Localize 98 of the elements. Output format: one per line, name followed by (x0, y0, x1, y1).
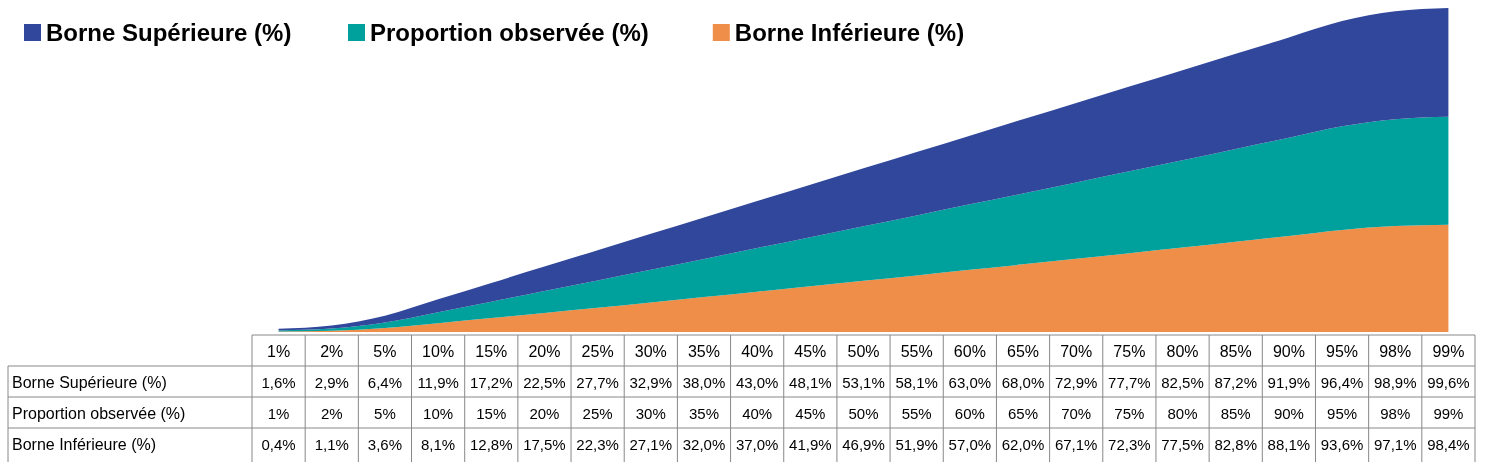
text: Borne Inférieure (%) (12, 435, 157, 453)
data-label: 8,1% (421, 435, 456, 453)
x-tick-label: 10% (422, 342, 455, 360)
data-label: 98% (1380, 404, 1411, 422)
x-tick-label: 90% (1272, 342, 1305, 360)
text: Proportion observée (%) (12, 404, 186, 422)
x-tick-label: 15% (475, 342, 508, 360)
data-label: 87,2% (1214, 373, 1257, 391)
data-label: 95% (1327, 404, 1358, 422)
data-label: 99,6% (1427, 373, 1470, 391)
x-tick-label: 98% (1379, 342, 1412, 360)
data-label: 93,6% (1320, 435, 1364, 453)
data-label: 57,0% (948, 435, 992, 453)
data-label: 12,8% (470, 435, 513, 453)
data-label: 0,4% (261, 435, 296, 453)
data-label: 30% (635, 404, 666, 422)
text: Borne Supérieure (%) (12, 373, 167, 391)
data-label: 85% (1220, 404, 1251, 422)
legend-label: Proportion observée (%) (370, 19, 649, 46)
data-label: 98,9% (1373, 373, 1417, 391)
x-tick-label: 2% (320, 342, 344, 360)
data-label: 6,4% (367, 373, 403, 391)
x-tick-label: 50% (847, 342, 880, 360)
data-label: 37,0% (735, 435, 779, 453)
x-tick-label: 99% (1432, 342, 1465, 360)
data-label: 70% (1061, 404, 1092, 422)
data-label: 48,1% (789, 373, 832, 391)
data-label: 20% (529, 404, 560, 422)
data-label: 45% (795, 404, 826, 422)
x-tick-label: 80% (1166, 342, 1199, 360)
data-label: 5% (374, 404, 396, 422)
data-label: 67,1% (1054, 435, 1098, 453)
data-label: 22,5% (523, 373, 566, 391)
x-tick-label: 95% (1326, 342, 1359, 360)
x-tick-label: 65% (1007, 342, 1040, 360)
x-tick-label: 30% (634, 342, 667, 360)
x-tick-label: 25% (581, 342, 614, 360)
data-label: 58,1% (895, 373, 938, 391)
data-label: 3,6% (367, 435, 403, 453)
data-label: 72,3% (1108, 435, 1151, 453)
data-label: 17,5% (523, 435, 566, 453)
data-label: 32,0% (682, 435, 726, 453)
x-tick-label: 35% (687, 342, 720, 360)
x-tick-label: 85% (1219, 342, 1252, 360)
data-label: 80% (1167, 404, 1198, 422)
data-label: 43,0% (735, 373, 779, 391)
x-tick-label: 60% (953, 342, 986, 360)
x-tick-label: 40% (741, 342, 774, 360)
data-label: 11,9% (417, 373, 459, 391)
data-label: 55% (901, 404, 932, 422)
data-label: 62,0% (1001, 435, 1045, 453)
x-tick-label: 20% (528, 342, 561, 360)
x-tick-label: 45% (794, 342, 827, 360)
legend-label: Borne Supérieure (%) (46, 19, 292, 46)
data-label: 82,8% (1214, 435, 1257, 453)
data-label: 10% (423, 404, 454, 422)
data-label: 99% (1433, 404, 1464, 422)
data-label: 40% (742, 404, 773, 422)
data-label: 35% (688, 404, 719, 422)
data-label: 77,7% (1108, 373, 1151, 391)
x-tick-label: 75% (1113, 342, 1146, 360)
data-label: 50% (848, 404, 879, 422)
data-label: 82,5% (1161, 373, 1204, 391)
x-tick-label: 1% (267, 342, 291, 360)
data-label: 97,1% (1373, 435, 1417, 453)
data-label: 1% (267, 404, 290, 422)
data-label: 75% (1114, 404, 1145, 422)
data-label: 25% (582, 404, 613, 422)
data-label: 38,0% (682, 373, 726, 391)
data-label: 2% (320, 404, 343, 422)
data-label: 63,0% (948, 373, 992, 391)
data-label: 41,9% (789, 435, 832, 453)
data-label: 88,1% (1267, 435, 1311, 453)
data-label: 90% (1273, 404, 1304, 422)
data-label: 2,9% (314, 373, 349, 391)
legend-label: Borne Inférieure (%) (734, 19, 965, 46)
x-tick-label: 70% (1060, 342, 1093, 360)
data-label: 65% (1008, 404, 1039, 422)
data-label: 96,4% (1320, 373, 1364, 391)
data-label: 46,9% (842, 435, 885, 453)
data-label: 77,5% (1161, 435, 1204, 453)
data-label: 22,3% (576, 435, 619, 453)
data-label: 17,2% (470, 373, 513, 391)
data-label: 72,9% (1054, 373, 1098, 391)
data-label: 91,9% (1267, 373, 1311, 391)
data-label: 1,1% (314, 435, 349, 453)
data-label: 27,1% (629, 435, 673, 453)
data-label: 53,1% (842, 373, 885, 391)
data-label: 32,9% (629, 373, 673, 391)
data-label: 98,4% (1427, 435, 1470, 453)
x-tick-label: 55% (900, 342, 933, 360)
data-label: 68,0% (1001, 373, 1045, 391)
data-label: 15% (476, 404, 507, 422)
data-label: 27,7% (576, 373, 619, 391)
data-label: 51,9% (895, 435, 938, 453)
data-label: 60% (954, 404, 985, 422)
data-label: 1,6% (261, 373, 296, 391)
x-tick-label: 5% (373, 342, 397, 360)
